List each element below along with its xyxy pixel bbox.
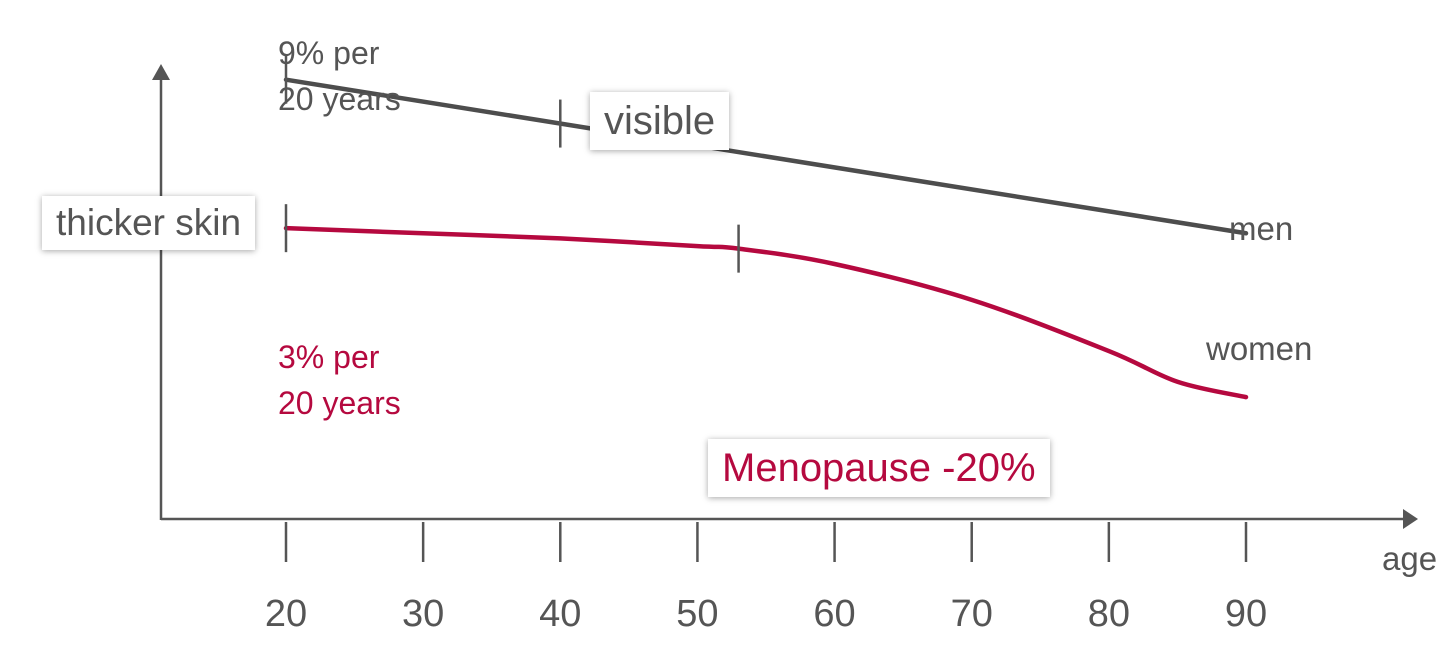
menopause-annotation: Menopause -20% xyxy=(708,439,1050,497)
x-tick-label: 80 xyxy=(1088,593,1130,635)
x-axis-arrow-icon xyxy=(1403,509,1418,529)
x-axis xyxy=(161,509,1418,529)
x-tick-label: 50 xyxy=(676,593,718,635)
series-label-men: men xyxy=(1229,210,1294,247)
series-lines xyxy=(283,77,1249,400)
y-axis-arrow-icon xyxy=(152,64,170,80)
series-line-men xyxy=(283,77,1249,236)
x-tick-label: 20 xyxy=(265,593,307,635)
x-tick-label: 90 xyxy=(1225,593,1267,635)
women-rate-annotation: 3% per 20 years xyxy=(278,339,401,421)
y-axis-label: thicker skin xyxy=(42,196,256,250)
series-line-women xyxy=(283,225,1249,400)
series-label-women: women xyxy=(1206,330,1313,367)
men-rate-annotation: 9% per 20 years xyxy=(278,35,401,117)
x-axis-label: age xyxy=(1382,540,1438,577)
x-tick-label: 30 xyxy=(402,593,444,635)
x-tick-label: 60 xyxy=(813,593,855,635)
x-tick-label: 70 xyxy=(951,593,993,635)
visible-annotation: visible xyxy=(590,92,730,150)
y-axis xyxy=(152,64,170,520)
x-tick-label: 40 xyxy=(539,593,581,635)
series-markers xyxy=(284,55,740,273)
x-ticks: 20 30 40 50 60 70 80 90 xyxy=(265,522,1267,635)
